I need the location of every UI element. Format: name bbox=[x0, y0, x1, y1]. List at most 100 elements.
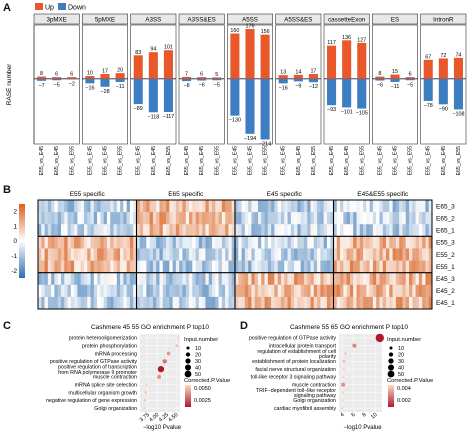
heatmap-cell bbox=[172, 248, 177, 261]
heatmap-cell bbox=[169, 224, 173, 237]
term-label: cardiac myofibril assembly bbox=[274, 406, 336, 412]
heatmap-cell bbox=[317, 200, 321, 213]
heatmap-cell bbox=[412, 284, 416, 298]
heatmap-cell bbox=[271, 248, 275, 261]
heatmap-cell bbox=[103, 248, 108, 261]
heatmap-cell bbox=[402, 248, 406, 261]
heatmap-cell bbox=[189, 260, 193, 273]
heatmap-cell bbox=[254, 272, 259, 286]
heatmap-cell bbox=[47, 236, 52, 249]
heatmap-cell bbox=[264, 224, 269, 237]
heatmap-cell bbox=[248, 248, 252, 261]
heatmap-cell bbox=[182, 260, 186, 273]
term-label-line: establishment of protein localization bbox=[252, 359, 336, 365]
heatmap-cell bbox=[152, 272, 157, 286]
heatmap-cell bbox=[317, 248, 321, 261]
heatmap-cell bbox=[277, 296, 282, 310]
heatmap-cell bbox=[123, 212, 127, 225]
heatmap-cell bbox=[44, 284, 49, 298]
heatmap-cell bbox=[54, 296, 58, 310]
heatmap-cell bbox=[363, 224, 367, 237]
heatmap-cell bbox=[425, 200, 429, 213]
heatmap-cell bbox=[330, 236, 334, 249]
bar-down bbox=[293, 78, 303, 82]
heatmap-cell bbox=[376, 224, 380, 237]
heatmap-cell bbox=[389, 272, 393, 286]
heatmap-cell bbox=[326, 212, 331, 225]
bar-down bbox=[197, 78, 207, 81]
heatmap-cell bbox=[231, 284, 236, 298]
heatmap-cell bbox=[74, 248, 78, 261]
heatmap-cell bbox=[310, 296, 315, 310]
heatmap-cell bbox=[405, 248, 410, 261]
x-tick-label: E55_vs_E45 bbox=[281, 146, 287, 176]
heatmap-cell bbox=[218, 248, 223, 261]
heatmap-cell bbox=[238, 224, 242, 237]
heatmap-cell bbox=[280, 296, 285, 310]
term-label: positive regulation of GTPase activity bbox=[249, 336, 336, 342]
heatmap-cell bbox=[116, 260, 121, 273]
heatmap-cell bbox=[152, 296, 157, 310]
heatmap-cell bbox=[192, 284, 196, 298]
heatmap-cell bbox=[38, 272, 42, 286]
term-label-line: signaling pathway bbox=[294, 393, 336, 399]
bar-down bbox=[100, 78, 110, 87]
heatmap-cell bbox=[77, 272, 81, 286]
heatmap-cell bbox=[103, 272, 108, 286]
heatmap-cell bbox=[254, 224, 259, 237]
term-label: Golgi organization bbox=[94, 406, 137, 412]
heatmap-cell bbox=[162, 224, 167, 237]
enrichment-dot bbox=[144, 391, 148, 394]
heatmap-cell bbox=[297, 260, 301, 273]
heatmap-cell bbox=[51, 224, 55, 237]
heatmap-cell bbox=[146, 248, 150, 261]
heatmap-cell bbox=[248, 200, 252, 213]
heatmap-cell bbox=[307, 248, 311, 261]
heatmap-cell bbox=[346, 272, 351, 286]
heatmap-cell bbox=[54, 200, 58, 213]
heatmap-cell bbox=[156, 224, 160, 237]
heatmap-cell bbox=[136, 200, 141, 213]
heatmap-cell bbox=[422, 272, 426, 286]
x-tick-label: E55_vs_E45 bbox=[39, 146, 45, 176]
heatmap-cell bbox=[284, 200, 288, 213]
heatmap-cell bbox=[77, 260, 81, 273]
heatmap-cell bbox=[110, 296, 114, 310]
heatmap-cell bbox=[248, 284, 252, 298]
heatmap-cell bbox=[100, 212, 104, 225]
term-label: positive regulation of transcription from… bbox=[58, 364, 137, 375]
heatmap-cell bbox=[139, 212, 144, 225]
heatmap-cell bbox=[175, 284, 180, 298]
heatmap-cell bbox=[221, 284, 226, 298]
color-scale-tick: -1 bbox=[11, 253, 17, 260]
bar-label-down: −12 bbox=[309, 84, 318, 90]
heatmap-cell bbox=[251, 236, 255, 249]
heatmap-cell bbox=[179, 248, 183, 261]
heatmap-cell bbox=[57, 260, 62, 273]
heatmap-cell bbox=[264, 212, 269, 225]
heatmap-cell bbox=[241, 224, 246, 237]
x-tick-label: E65_vs_E45 bbox=[199, 146, 205, 176]
heatmap-cell bbox=[133, 284, 137, 298]
heatmap-cell bbox=[254, 200, 259, 213]
heatmap-cell bbox=[83, 212, 88, 225]
heatmap-cell bbox=[47, 200, 52, 213]
heatmap-cell bbox=[41, 284, 45, 298]
size-legend-dot bbox=[185, 352, 191, 357]
heatmap-cell bbox=[228, 224, 232, 237]
heatmap-cell bbox=[179, 224, 183, 237]
heatmap-cell bbox=[208, 236, 213, 249]
heatmap-cell bbox=[343, 236, 347, 249]
heatmap-cell bbox=[343, 272, 347, 286]
heatmap-cell bbox=[67, 284, 72, 298]
heatmap-cell bbox=[113, 260, 118, 273]
heatmap-cell bbox=[290, 248, 295, 261]
heatmap-cell bbox=[54, 284, 58, 298]
size-legend-label: 20 bbox=[398, 353, 404, 359]
heatmap-cell bbox=[323, 284, 328, 298]
heatmap-cell bbox=[244, 248, 249, 261]
bar-label-up: 74 bbox=[455, 52, 461, 58]
heatmap-cell bbox=[103, 212, 108, 225]
heatmap-cell bbox=[74, 272, 78, 286]
row-label: E45_1 bbox=[436, 300, 455, 307]
